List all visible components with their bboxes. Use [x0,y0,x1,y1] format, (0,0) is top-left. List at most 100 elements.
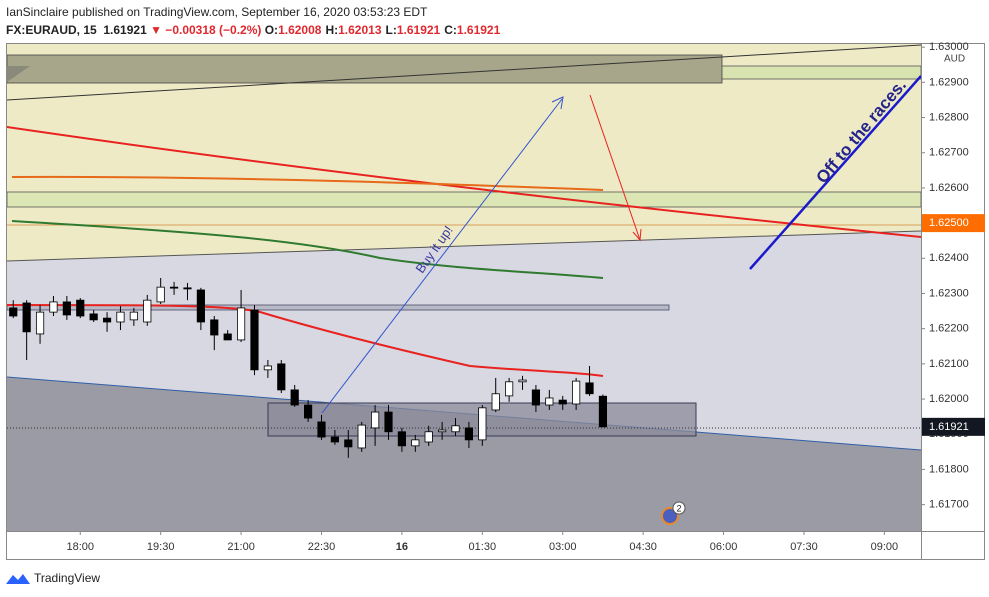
ohlc-value: 1.62008 [278,23,322,37]
ohlc-value: 1.61921 [456,23,501,37]
candle-body [290,389,299,406]
candle-body [169,286,179,289]
candle-body [116,311,125,323]
candle-body [330,436,339,443]
frame [6,43,985,560]
candle-body [250,309,259,371]
lower-zone [7,377,921,531]
y-tick-label: 1.62900 [929,76,969,88]
candle-body [344,439,353,448]
candle-body [598,395,608,428]
price-label: 1.62500 [929,217,969,229]
candle-body [210,319,219,336]
candle-body [371,411,380,429]
candle-body [76,299,85,317]
price-label: 1.61921 [929,421,969,433]
y-tick-label: 1.62300 [929,287,969,299]
arrow-head [551,96,564,110]
price-label-box [922,417,985,436]
candle-body [438,429,447,433]
candle-body [35,311,45,335]
logo: TradingView [6,571,100,585]
candle-body [411,439,420,447]
candle-body [304,404,313,419]
candle-body [518,379,527,383]
candle-body [143,299,152,323]
price-label-box [922,214,985,233]
candle-body [397,431,406,447]
x-tick-label: 07:30 [790,541,818,553]
y-tick-label: 1.61800 [929,463,969,475]
candle-body [585,382,594,395]
candle-body [9,307,18,317]
ohlc-key: L: [385,23,397,37]
x-tick-label: 04:30 [629,541,657,553]
drawings: 2 [7,44,921,531]
trendline [749,75,921,270]
ohlc-value: 1.61921 [396,23,441,37]
y-tick-label: 1.62800 [929,111,969,123]
x-tick-label: 16 [396,541,408,553]
moving-average [11,220,604,279]
x-tick-label: 21:00 [227,541,255,553]
event-count: 2 [676,503,681,513]
y-tick-label: 1.63000 [929,41,969,53]
candle-body [558,399,567,405]
event-badge [672,501,686,515]
y-tick-label: 1.62700 [929,147,969,159]
ohlc: O:1.62008 H:1.62013 L:1.61921 C:1.61921 [265,23,505,37]
y-tick-label: 1.62400 [929,252,969,264]
arrow [321,98,563,414]
y-tick-label: 1.62200 [929,323,969,335]
ohlc-key: H: [325,23,339,37]
last-price: 1.61921 [103,23,147,37]
y-tick-label: 1.62100 [929,358,969,370]
candle-body [277,363,286,391]
x-tick-label: 09:00 [871,541,899,553]
arrow [589,94,641,241]
y-tick-label: 1.62000 [929,393,969,405]
moving-average [7,126,921,238]
candle-body [572,380,581,405]
candle-body [424,431,433,443]
ohlc-value: 1.62013 [338,23,382,37]
candle-body [384,411,393,433]
trendline [7,230,921,262]
arrow-head [632,228,642,242]
candle-body [545,397,554,406]
logo-mark [6,574,30,584]
candle-body [129,311,138,321]
candle-body [183,287,192,290]
ohlc-key: C: [444,23,457,37]
candle-body [49,301,58,313]
zone-corner [7,66,30,82]
symbol-line: FX:EURAUD, 15 1.61921 ▼ −0.00318 (−0.2%)… [6,23,504,37]
symbol: FX:EURAUD, 15 [6,23,97,37]
publisher-line: IanSinclaire published on TradingView.co… [6,5,428,19]
candle-body [263,365,272,371]
candle-body [451,425,460,433]
x-tick-label: 19:30 [147,541,175,553]
candles [9,277,608,458]
candle-body [196,289,205,323]
moving-average [7,304,604,377]
candle-body [223,333,232,341]
x-tick-label: 22:30 [308,541,336,553]
currency: AUD [944,54,965,65]
candle-body [22,302,31,333]
candle-body [505,381,514,397]
trendline [7,44,921,101]
candle-body [464,427,473,441]
moving-average [11,175,604,191]
candle-body [102,317,112,323]
brand: TradingView [34,571,100,585]
x-tick-label: 03:00 [549,541,577,553]
candle-body [478,407,487,441]
candle-body [236,307,246,341]
candle-body [156,286,165,303]
zone [7,191,921,208]
y-tick-label: 1.61700 [929,499,969,511]
candle-body [531,389,541,406]
